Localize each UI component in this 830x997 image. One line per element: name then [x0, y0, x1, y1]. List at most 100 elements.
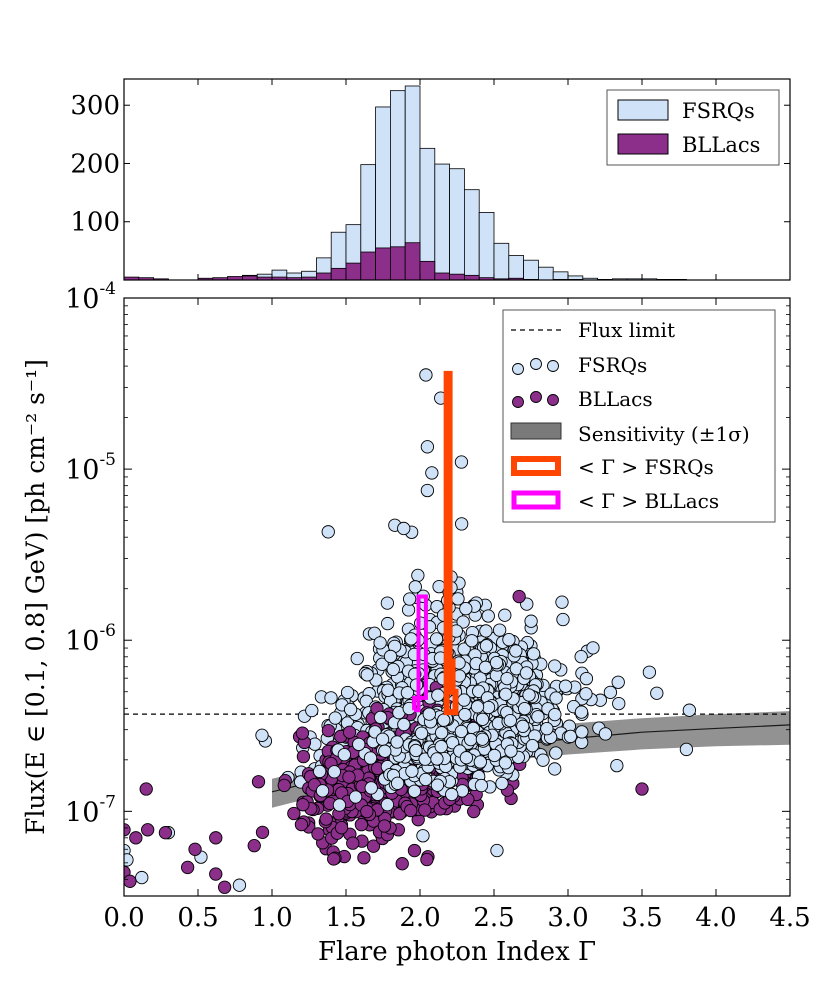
- fsrq-point: [430, 752, 444, 766]
- bllac-point: [360, 804, 374, 819]
- hist-bar-bllac: [404, 242, 421, 280]
- fsrq-point: [416, 829, 430, 843]
- bllac-point: [342, 770, 356, 784]
- fsrq-point: [548, 762, 562, 776]
- fsrq-point: [524, 614, 538, 628]
- fsrq-point: [360, 668, 374, 682]
- bllac-point: [251, 775, 266, 789]
- histogram-frame: [123, 78, 791, 281]
- legend-bllac-label: BLLacs: [682, 133, 760, 157]
- fsrq-point: [459, 602, 473, 616]
- fsrq-point: [503, 713, 517, 728]
- fsrq-point: [525, 739, 540, 753]
- legend-mean-fsrq-patch: [511, 456, 561, 476]
- fsrq-point: [526, 647, 541, 661]
- bllac-point: [209, 867, 223, 881]
- fsrq-point: [383, 649, 398, 664]
- legend-mean-bllac-label: < Γ > BLLacs: [578, 489, 719, 513]
- bllac-point: [124, 874, 137, 888]
- fsrq-point: [414, 726, 429, 740]
- fsrq-point: [434, 726, 449, 740]
- legend-mean-bllac-patch: [511, 490, 561, 510]
- fsrq-point: [481, 609, 495, 623]
- fsrq-point: [598, 727, 613, 741]
- hist-bar-bllac: [449, 273, 465, 280]
- legend-fsrq-markers: [512, 358, 559, 375]
- legend-fsrq-label: FSRQs: [578, 353, 647, 377]
- fsrq-point: [380, 616, 395, 631]
- fsrq-point: [612, 696, 626, 711]
- fsrq-point: [456, 615, 470, 629]
- legend-bllac-marker: [512, 396, 524, 408]
- hist-bar-fsrq: [552, 271, 569, 280]
- y-tick-label: 10-5: [65, 450, 116, 486]
- fsrq-point: [375, 732, 390, 746]
- scatter-legend: Flux limit FSRQs BLLacs Sensitivity (±1σ…: [502, 309, 776, 523]
- legend-bllac-patch: [617, 133, 669, 155]
- fsrq-point: [420, 483, 435, 498]
- x-tick-label: 0.0: [103, 903, 144, 933]
- fsrq-point: [457, 693, 471, 707]
- fsrq-point: [611, 675, 625, 689]
- fsrq-point: [430, 778, 445, 792]
- x-tick-label: 4.0: [695, 903, 736, 933]
- hist-bar-bllac: [375, 247, 391, 280]
- legend-bllac-label: BLLacs: [578, 387, 653, 411]
- fsrq-point: [404, 632, 418, 646]
- scatter-highlight-points: [124, 368, 697, 894]
- x-tick-label: 3.5: [621, 903, 662, 933]
- fsrq-point: [474, 778, 489, 793]
- x-tick-label: 3.0: [547, 903, 588, 933]
- fsrq-point: [500, 671, 514, 686]
- hist-bar-fsrq: [538, 266, 554, 280]
- fsrq-point: [679, 742, 694, 757]
- hist-bar-bllac: [389, 246, 406, 280]
- y-axis-label: Flux(E ∈ [0.1, 0.8] GeV) [ph cm⁻² s⁻¹]: [21, 359, 50, 835]
- x-tick-label: 1.5: [325, 903, 366, 933]
- scatter-frame: [123, 297, 791, 897]
- bllac-point: [467, 804, 481, 819]
- legend-bllac-marker: [547, 394, 559, 406]
- fsrq-point: [492, 623, 507, 637]
- fsrq-point: [548, 659, 562, 673]
- bllac-point: [512, 589, 526, 604]
- hist-bar-bllac: [419, 260, 436, 280]
- bllac-point: [294, 817, 309, 832]
- y-tick-label: 10-4: [65, 279, 116, 315]
- fsrq-point: [464, 732, 478, 747]
- fsrq-point: [422, 707, 436, 721]
- legend-fsrq-marker: [512, 363, 524, 375]
- bllac-point: [395, 857, 409, 871]
- bllac-point: [420, 852, 434, 867]
- fsrq-point: [380, 596, 395, 610]
- x-axis-ticks: 0.0 0.5 1.0 1.5 2.0 2.5 3.0 3.5 4.0 4.5: [103, 298, 811, 933]
- fsrq-point: [378, 744, 392, 758]
- fsrq-point: [495, 776, 509, 791]
- bllac-point: [217, 880, 232, 894]
- fsrq-point: [340, 685, 355, 700]
- bllac-point: [255, 825, 270, 839]
- fsrq-point: [400, 686, 415, 700]
- bllac-point: [180, 860, 195, 875]
- fsrq-point: [499, 687, 513, 701]
- hist-bar-bllac: [315, 272, 332, 280]
- hist-bar-fsrq: [449, 168, 465, 280]
- fsrq-point: [350, 651, 364, 666]
- fsrq-point: [490, 843, 504, 858]
- bllac-point: [357, 851, 371, 865]
- bllac-point: [311, 827, 325, 841]
- fsrq-point: [332, 798, 347, 812]
- legend-fsrq-patch: [617, 99, 669, 121]
- fsrq-point: [519, 666, 534, 680]
- fsrq-point: [458, 707, 472, 722]
- histogram-y-ticks: 100 200 300: [70, 79, 790, 280]
- fsrq-point: [324, 691, 338, 705]
- fsrq-point: [489, 655, 504, 670]
- bllac-point: [407, 843, 422, 858]
- x-tick-label: 0.5: [177, 903, 218, 933]
- fsrq-point: [454, 455, 469, 469]
- fsrq-point: [386, 662, 400, 677]
- hist-bar-bllac: [434, 272, 450, 280]
- fsrq-point: [373, 636, 387, 650]
